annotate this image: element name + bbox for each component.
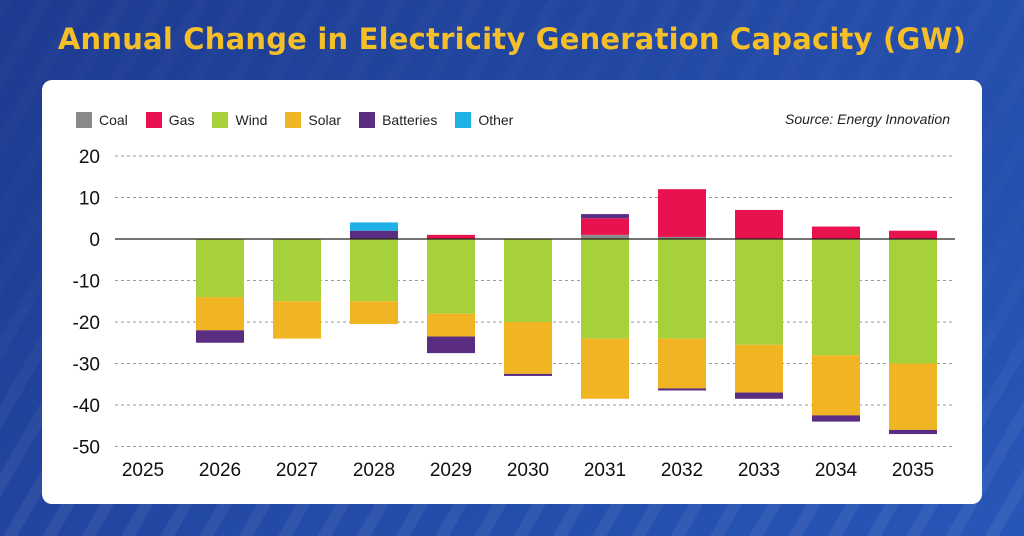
y-tick-label: -50 <box>73 438 100 459</box>
bar-gas-2034 <box>812 226 860 239</box>
legend-item-batteries: Batteries <box>359 112 437 128</box>
bar-wind-2032 <box>658 239 706 339</box>
y-tick-label: -20 <box>73 313 100 334</box>
bar-coal-2032 <box>658 236 706 239</box>
bar-batteries-2033 <box>735 392 783 399</box>
chart-panel: Coal Gas Wind Solar Batteries Other Sour… <box>42 80 982 504</box>
y-tick-label: 20 <box>79 147 100 168</box>
legend-item-gas: Gas <box>145 112 195 128</box>
bar-wind-2027 <box>273 239 321 302</box>
legend: Coal Gas Wind Solar Batteries Other <box>76 110 531 130</box>
bar-gas-2033 <box>735 209 783 239</box>
bar-wind-2028 <box>350 239 398 302</box>
x-tick-label: 2029 <box>430 460 472 481</box>
bar-gas-2035 <box>889 230 937 239</box>
bar-batteries-2026 <box>196 330 244 343</box>
legend-item-solar: Solar <box>285 112 341 128</box>
bar-other-2028 <box>350 222 398 231</box>
bar-solar-2033 <box>735 344 783 393</box>
y-tick-label: -40 <box>73 396 100 417</box>
x-tick-labels: 2025 2026 2027 2028 2029 2030 2031 2032 2033 2034… <box>122 460 934 481</box>
legend-label-wind: Wind <box>235 112 268 128</box>
bar-solar-2031 <box>581 338 629 399</box>
x-tick-label: 2034 <box>815 460 858 481</box>
x-tick-label: 2030 <box>507 460 549 481</box>
legend-label-other: Other <box>478 112 514 128</box>
bar-wind-2029 <box>427 239 475 314</box>
legend-label-batteries: Batteries <box>382 112 438 128</box>
bar-wind-2034 <box>812 239 860 356</box>
legend-swatch-coal <box>76 112 92 128</box>
legend-item-wind: Wind <box>212 112 267 128</box>
bar-solar-2028 <box>350 301 398 325</box>
legend-item-coal: Coal <box>76 112 128 128</box>
bar-gas-2029 <box>427 234 475 239</box>
bar-solar-2034 <box>812 355 860 416</box>
bar-wind-2030 <box>504 239 552 322</box>
bar-batteries-2029 <box>427 336 475 354</box>
legend-label-gas: Gas <box>168 112 195 128</box>
bar-batteries-2032 <box>658 388 706 391</box>
bar-gas-2031 <box>581 218 629 235</box>
x-tick-label: 2028 <box>353 460 395 481</box>
legend-label-solar: Solar <box>308 112 342 128</box>
bar-batteries-2028 <box>350 230 398 239</box>
bars <box>196 189 937 435</box>
x-tick-label: 2033 <box>738 460 780 481</box>
bar-wind-2033 <box>735 239 783 345</box>
y-tick-label: 0 <box>89 230 100 251</box>
legend-label-coal: Coal <box>99 112 128 128</box>
x-tick-label: 2031 <box>584 460 626 481</box>
x-tick-label: 2026 <box>199 460 241 481</box>
x-tick-label: 2035 <box>892 460 934 481</box>
bar-solar-2030 <box>504 322 552 374</box>
bar-coal-2031 <box>581 234 629 239</box>
bar-solar-2027 <box>273 301 321 339</box>
bar-wind-2031 <box>581 239 629 339</box>
y-tick-label: -30 <box>73 355 100 376</box>
bar-batteries-2031 <box>581 214 629 219</box>
bar-solar-2032 <box>658 338 706 389</box>
legend-swatch-wind <box>212 112 229 128</box>
y-tick-label: -10 <box>73 272 100 293</box>
x-tick-label: 2027 <box>276 460 318 481</box>
bar-gas-2032 <box>658 189 706 237</box>
bar-batteries-2034 <box>812 415 860 422</box>
legend-swatch-batteries <box>359 112 376 128</box>
source-note: Source: Energy Innovation <box>785 111 950 127</box>
bar-batteries-2030 <box>504 373 552 376</box>
chart-title: Annual Change in Electricity Generation … <box>57 22 967 56</box>
bar-batteries-2035 <box>889 429 937 435</box>
x-tick-label: 2032 <box>661 460 703 481</box>
y-tick-label: 10 <box>79 189 100 210</box>
bar-wind-2026 <box>196 239 244 298</box>
legend-swatch-gas <box>145 112 162 128</box>
bar-solar-2026 <box>196 297 244 331</box>
x-tick-label: 2025 <box>122 460 164 481</box>
bar-solar-2035 <box>889 363 937 430</box>
y-tick-labels: 20 10 0 -10 -20 -30 -40 -50 <box>73 147 100 459</box>
legend-item-other: Other <box>455 112 513 128</box>
bar-solar-2029 <box>427 313 475 337</box>
legend-swatch-solar <box>285 112 302 128</box>
legend-swatch-other <box>455 112 472 128</box>
bar-wind-2035 <box>889 239 937 364</box>
